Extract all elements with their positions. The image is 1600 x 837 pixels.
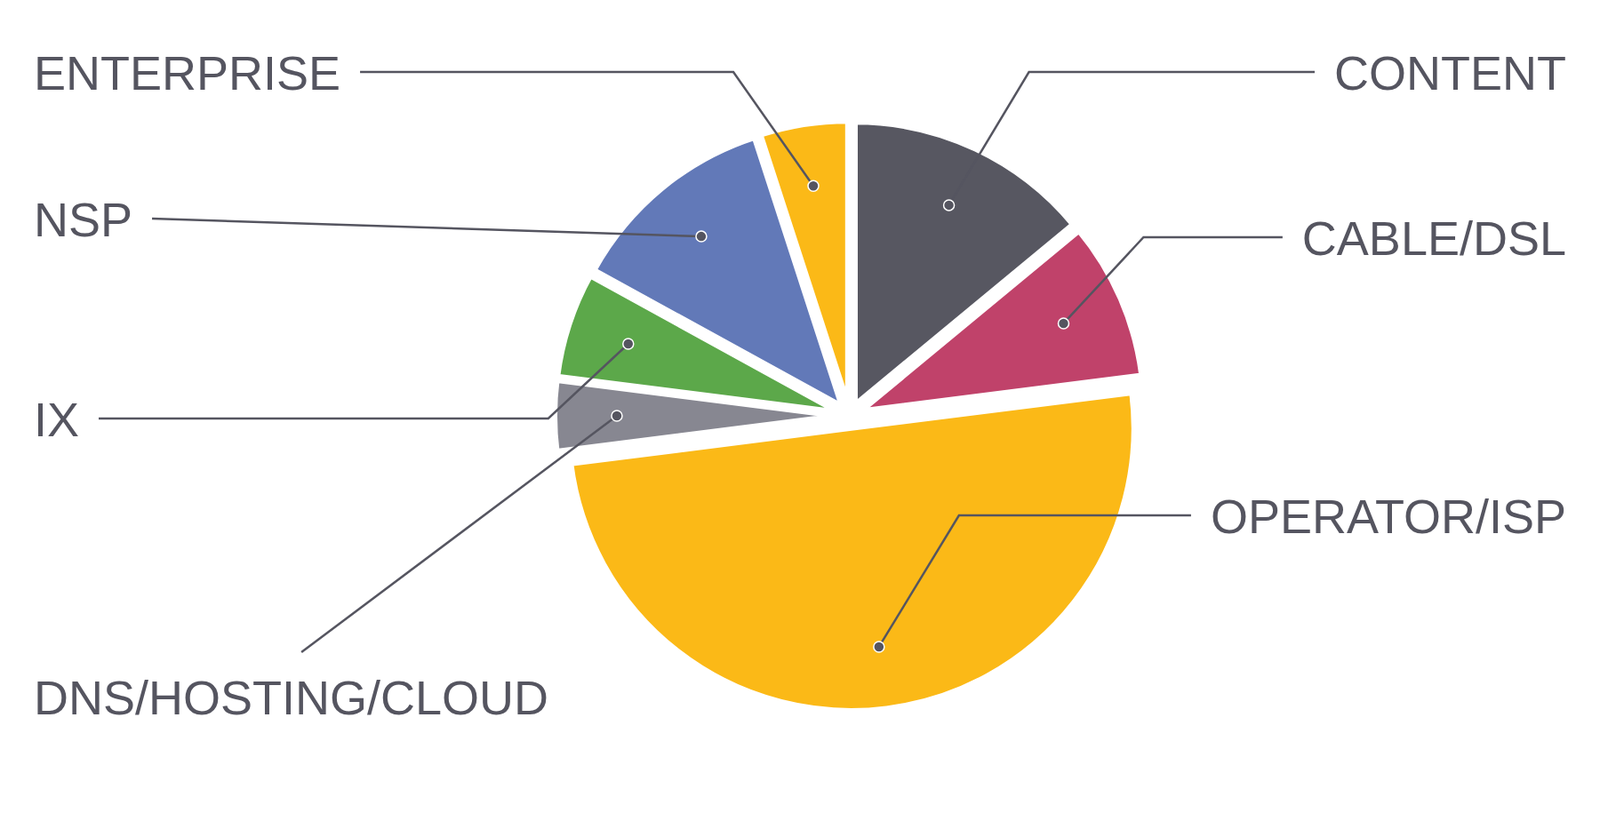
slice	[861, 231, 1142, 412]
slices	[554, 120, 1142, 712]
leader-line	[301, 416, 617, 653]
leader-dot	[623, 338, 634, 350]
slice-label: CONTENT	[1334, 46, 1567, 100]
leader-dot	[808, 180, 819, 192]
leader-line	[879, 515, 1192, 648]
leader-dot	[611, 410, 623, 422]
slice-label: ENTERPRISE	[33, 46, 341, 100]
slice	[760, 120, 848, 404]
leader-dot	[944, 200, 955, 211]
slice-label: DNS/HOSTING/CLOUD	[33, 671, 549, 725]
leader-dot	[696, 231, 707, 242]
slice-label: NSP	[33, 192, 133, 247]
leader-dot	[873, 641, 885, 653]
pie-chart: CONTENT CABLE/DSL OPERATOR/ISP DNS/HOSTING/…	[0, 0, 1600, 837]
leader-dot	[1057, 318, 1069, 329]
slice-label: CABLE/DSL	[1302, 211, 1567, 265]
labels: CONTENT CABLE/DSL OPERATOR/ISP DNS/HOSTING/…	[33, 46, 1567, 725]
leader-line	[152, 218, 702, 237]
slice-label: IX	[33, 392, 80, 447]
leader-line	[1063, 237, 1282, 324]
leader-line	[949, 72, 1315, 206]
leader-line	[98, 344, 629, 419]
leader-line	[360, 72, 814, 186]
slice-label: OPERATOR/ISP	[1210, 489, 1567, 544]
